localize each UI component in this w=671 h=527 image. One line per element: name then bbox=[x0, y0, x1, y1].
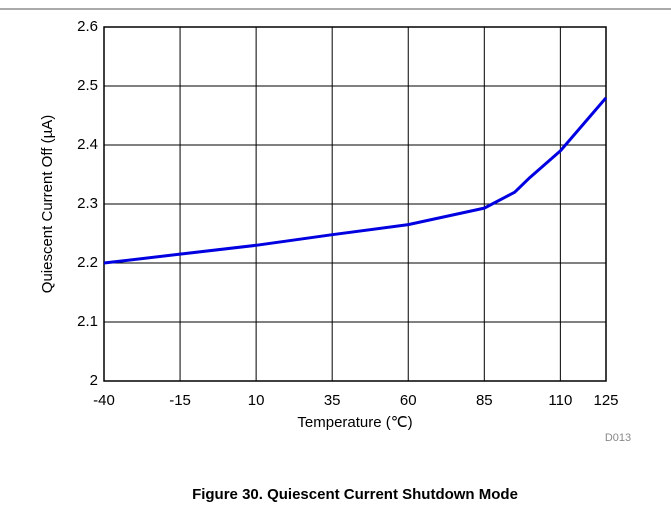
y-tick-label: 2.3 bbox=[77, 195, 98, 212]
x-tick-label: 10 bbox=[248, 392, 265, 409]
x-tick-label: 85 bbox=[476, 392, 493, 409]
y-tick-label: 2.4 bbox=[77, 136, 98, 153]
y-tick-label: 2.5 bbox=[77, 77, 98, 94]
data-line bbox=[103, 96, 608, 265]
x-tick-label: 35 bbox=[324, 392, 341, 409]
x-tick-label: 125 bbox=[593, 392, 618, 409]
x-tick-label: 110 bbox=[548, 392, 572, 409]
chart-title: Figure 30. Quiescent Current Shutdown Mo… bbox=[192, 486, 518, 503]
x-tick-label: -15 bbox=[169, 392, 191, 409]
x-tick-label: 60 bbox=[400, 392, 417, 409]
annotation: D013 bbox=[605, 432, 631, 444]
y-axis-label: Quiescent Current Off (µA) bbox=[39, 115, 56, 293]
y-tick-label: 2.2 bbox=[77, 254, 98, 271]
x-tick-label: -40 bbox=[93, 392, 115, 409]
y-tick-label: 2 bbox=[90, 372, 98, 389]
y-tick-label: 2.6 bbox=[77, 18, 98, 35]
y-tick-label: 2.1 bbox=[77, 313, 98, 330]
x-axis-label: Temperature (℃) bbox=[297, 414, 412, 431]
plot-frame bbox=[103, 26, 607, 382]
